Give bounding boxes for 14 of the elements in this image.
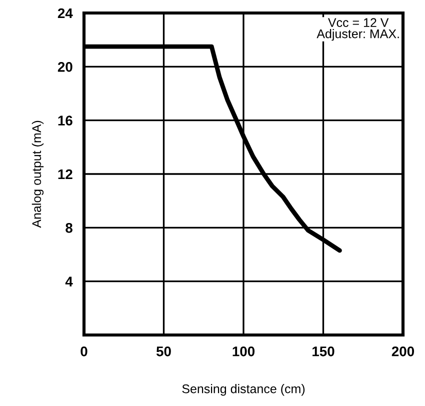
x-tick-label: 150 (312, 346, 334, 356)
x-axis-title: Sensing distance (cm) (182, 384, 305, 396)
y-tick-label: 24 (58, 8, 73, 18)
y-tick-label: 12 (58, 169, 72, 180)
annotation: Vcc = 12 V Adjuster: MAX. (316, 18, 399, 41)
y-tick-label: 20 (58, 62, 72, 72)
y-tick-label: 8 (66, 223, 72, 233)
y-axis-title: Analog output (mA) (32, 120, 44, 228)
x-tick-label: 100 (232, 346, 255, 356)
y-tick-label: 16 (58, 116, 72, 126)
x-tick-label: 200 (392, 346, 414, 356)
x-tick-label: 0 (80, 346, 88, 356)
y-tick-label: 4 (65, 276, 73, 286)
x-tick-label: 50 (156, 346, 171, 356)
